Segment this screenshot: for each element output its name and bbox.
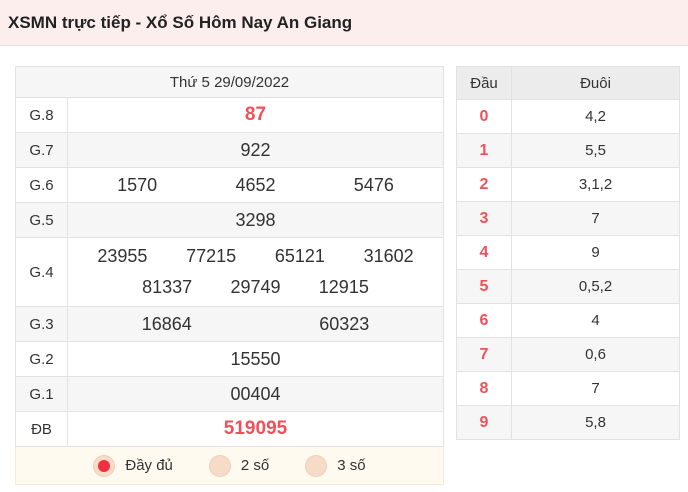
duoi-cell: 4,2 <box>511 99 680 134</box>
prize-label: G.6 <box>15 167 68 203</box>
prize-label: G.7 <box>15 132 68 168</box>
prize-label: ĐB <box>15 411 68 447</box>
page-title: XSMN trực tiếp - Xổ Số Hôm Nay An Giang <box>0 0 688 46</box>
dau-cell: 1 <box>456 133 512 168</box>
radio-icon[interactable] <box>208 454 231 477</box>
dau-cell: 0 <box>456 99 512 134</box>
prize-number: 4652 <box>235 174 276 195</box>
dau-cell: 9 <box>456 405 512 440</box>
duoi-cell: 5,8 <box>511 405 680 440</box>
loto-row: 1 5,5 <box>456 133 680 168</box>
prize-number: 77215 <box>186 246 237 266</box>
col-header-dau: Đầu <box>456 66 512 100</box>
prize-number: 31602 <box>363 246 414 266</box>
radio-icon[interactable] <box>305 454 328 477</box>
prize-number: 3298 <box>235 209 276 230</box>
duoi-cell: 4 <box>511 303 680 338</box>
duoi-cell: 7 <box>511 201 680 236</box>
prize-number: 00404 <box>230 383 281 404</box>
prize-label: G.4 <box>15 237 68 307</box>
results-table: Thứ 5 29/09/2022 G.8 87 G.7 922 G.6 1570 465… <box>15 66 444 485</box>
prize-number: 12915 <box>318 277 369 297</box>
duoi-cell: 9 <box>511 235 680 270</box>
dau-cell: 6 <box>456 303 512 338</box>
draw-date: Thứ 5 29/09/2022 <box>15 66 444 98</box>
prize-number: 81337 <box>142 277 193 297</box>
option-2-digits[interactable]: 2 số <box>208 454 269 477</box>
prize-number: 16864 <box>141 313 192 334</box>
duoi-cell: 7 <box>511 371 680 406</box>
digit-display-options: Đầy đủ 2 số 3 số <box>16 454 443 477</box>
loto-row: 9 5,8 <box>456 405 680 440</box>
loto-row: 7 0,6 <box>456 337 680 372</box>
loto-row: 2 3,1,2 <box>456 167 680 202</box>
loto-table: Đầu Đuôi 0 4,2 1 5,5 2 3,1,2 3 7 4 9 5 0,5,2 6 4 7 0,6 8 7… <box>456 66 680 440</box>
prize-label: G.8 <box>15 97 68 133</box>
dau-cell: 3 <box>456 201 512 236</box>
prize-label: G.1 <box>15 376 68 412</box>
duoi-cell: 3,1,2 <box>511 167 680 202</box>
option-3-digits[interactable]: 3 số <box>305 454 366 477</box>
dau-cell: 8 <box>456 371 512 406</box>
prize-number: 1570 <box>117 174 158 195</box>
dau-cell: 7 <box>456 337 512 372</box>
prize-number: 87 <box>244 104 267 125</box>
dau-cell: 5 <box>456 269 512 304</box>
loto-row: 5 0,5,2 <box>456 269 680 304</box>
special-prize-number: 519095 <box>223 418 288 439</box>
col-header-duoi: Đuôi <box>511 66 680 100</box>
prize-number: 23955 <box>97 246 148 266</box>
duoi-cell: 5,5 <box>511 133 680 168</box>
duoi-cell: 0,6 <box>511 337 680 372</box>
dau-cell: 2 <box>456 167 512 202</box>
prize-number: 15550 <box>230 348 281 369</box>
prize-label: G.2 <box>15 341 68 377</box>
prize-number: 29749 <box>230 277 281 297</box>
loto-row: 0 4,2 <box>456 99 680 134</box>
prize-number: 922 <box>240 139 271 160</box>
prize-number: 60323 <box>319 313 370 334</box>
prize-label: G.5 <box>15 202 68 238</box>
dau-cell: 4 <box>456 235 512 270</box>
prize-number: 5476 <box>353 174 394 195</box>
radio-selected-icon[interactable] <box>93 454 116 477</box>
prize-label: G.3 <box>15 306 68 342</box>
prize-number: 65121 <box>274 246 325 266</box>
option-full[interactable]: Đầy đủ <box>93 454 173 477</box>
duoi-cell: 0,5,2 <box>511 269 680 304</box>
